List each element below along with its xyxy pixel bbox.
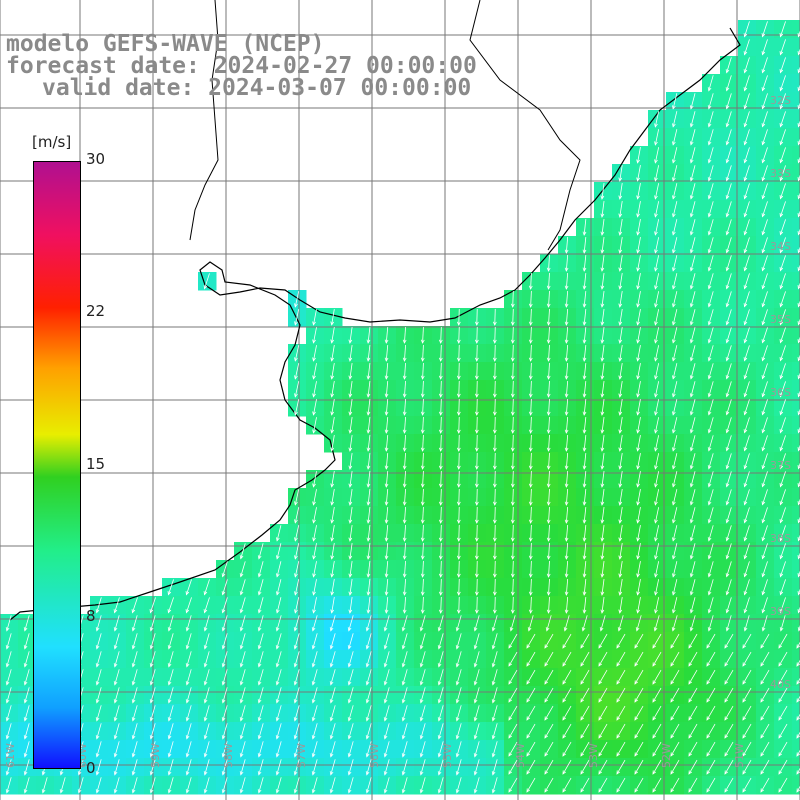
longitude-label: 59W <box>149 743 162 768</box>
longitude-label: 55W <box>441 743 454 768</box>
longitude-label: 52W <box>660 743 673 768</box>
latitude-label: 37S <box>770 459 791 472</box>
title-valid-date: valid date: 2024-03-07 00:00:00 <box>42 75 472 101</box>
longitude-label: 61W <box>4 743 17 768</box>
latitude-label: 35S <box>770 313 791 326</box>
latitude-labels: 32S 33S 34S 35S 36S 37S 38S 39S 40S <box>770 94 791 691</box>
latitude-label: 38S <box>770 532 791 545</box>
latitude-label: 40S <box>770 678 791 691</box>
legend-tick: 0 <box>86 759 96 777</box>
longitude-label: 58W <box>222 743 235 768</box>
longitude-label: 54W <box>514 743 527 768</box>
legend-tick: 8 <box>86 607 96 625</box>
latitude-label: 32S <box>770 94 791 107</box>
longitude-label: 51W <box>733 743 746 768</box>
wind-speed-field <box>0 20 800 795</box>
longitude-label: 56W <box>368 743 381 768</box>
latitude-label: 33S <box>770 167 791 180</box>
longitude-label: 57W <box>295 743 308 768</box>
latitude-label: 36S <box>770 386 791 399</box>
coastline <box>9 0 741 621</box>
colorbar <box>33 161 81 769</box>
longitude-label: 53W <box>587 743 600 768</box>
latitude-label: 34S <box>770 240 791 253</box>
legend-tick: 15 <box>86 455 106 473</box>
latitude-label: 39S <box>770 605 791 618</box>
legend-unit: [m/s] <box>32 133 72 151</box>
longitude-labels: 61W 60W 59W 58W 57W 56W 55W 54W 53W 52W 51W <box>4 743 746 768</box>
legend-tick: 22 <box>86 302 106 320</box>
legend-tick: 30 <box>86 150 106 168</box>
title-forecast-date: forecast date: 2024-02-27 00:00:00 <box>6 53 477 79</box>
title-model: modelo GEFS-WAVE (NCEP) <box>6 31 325 57</box>
